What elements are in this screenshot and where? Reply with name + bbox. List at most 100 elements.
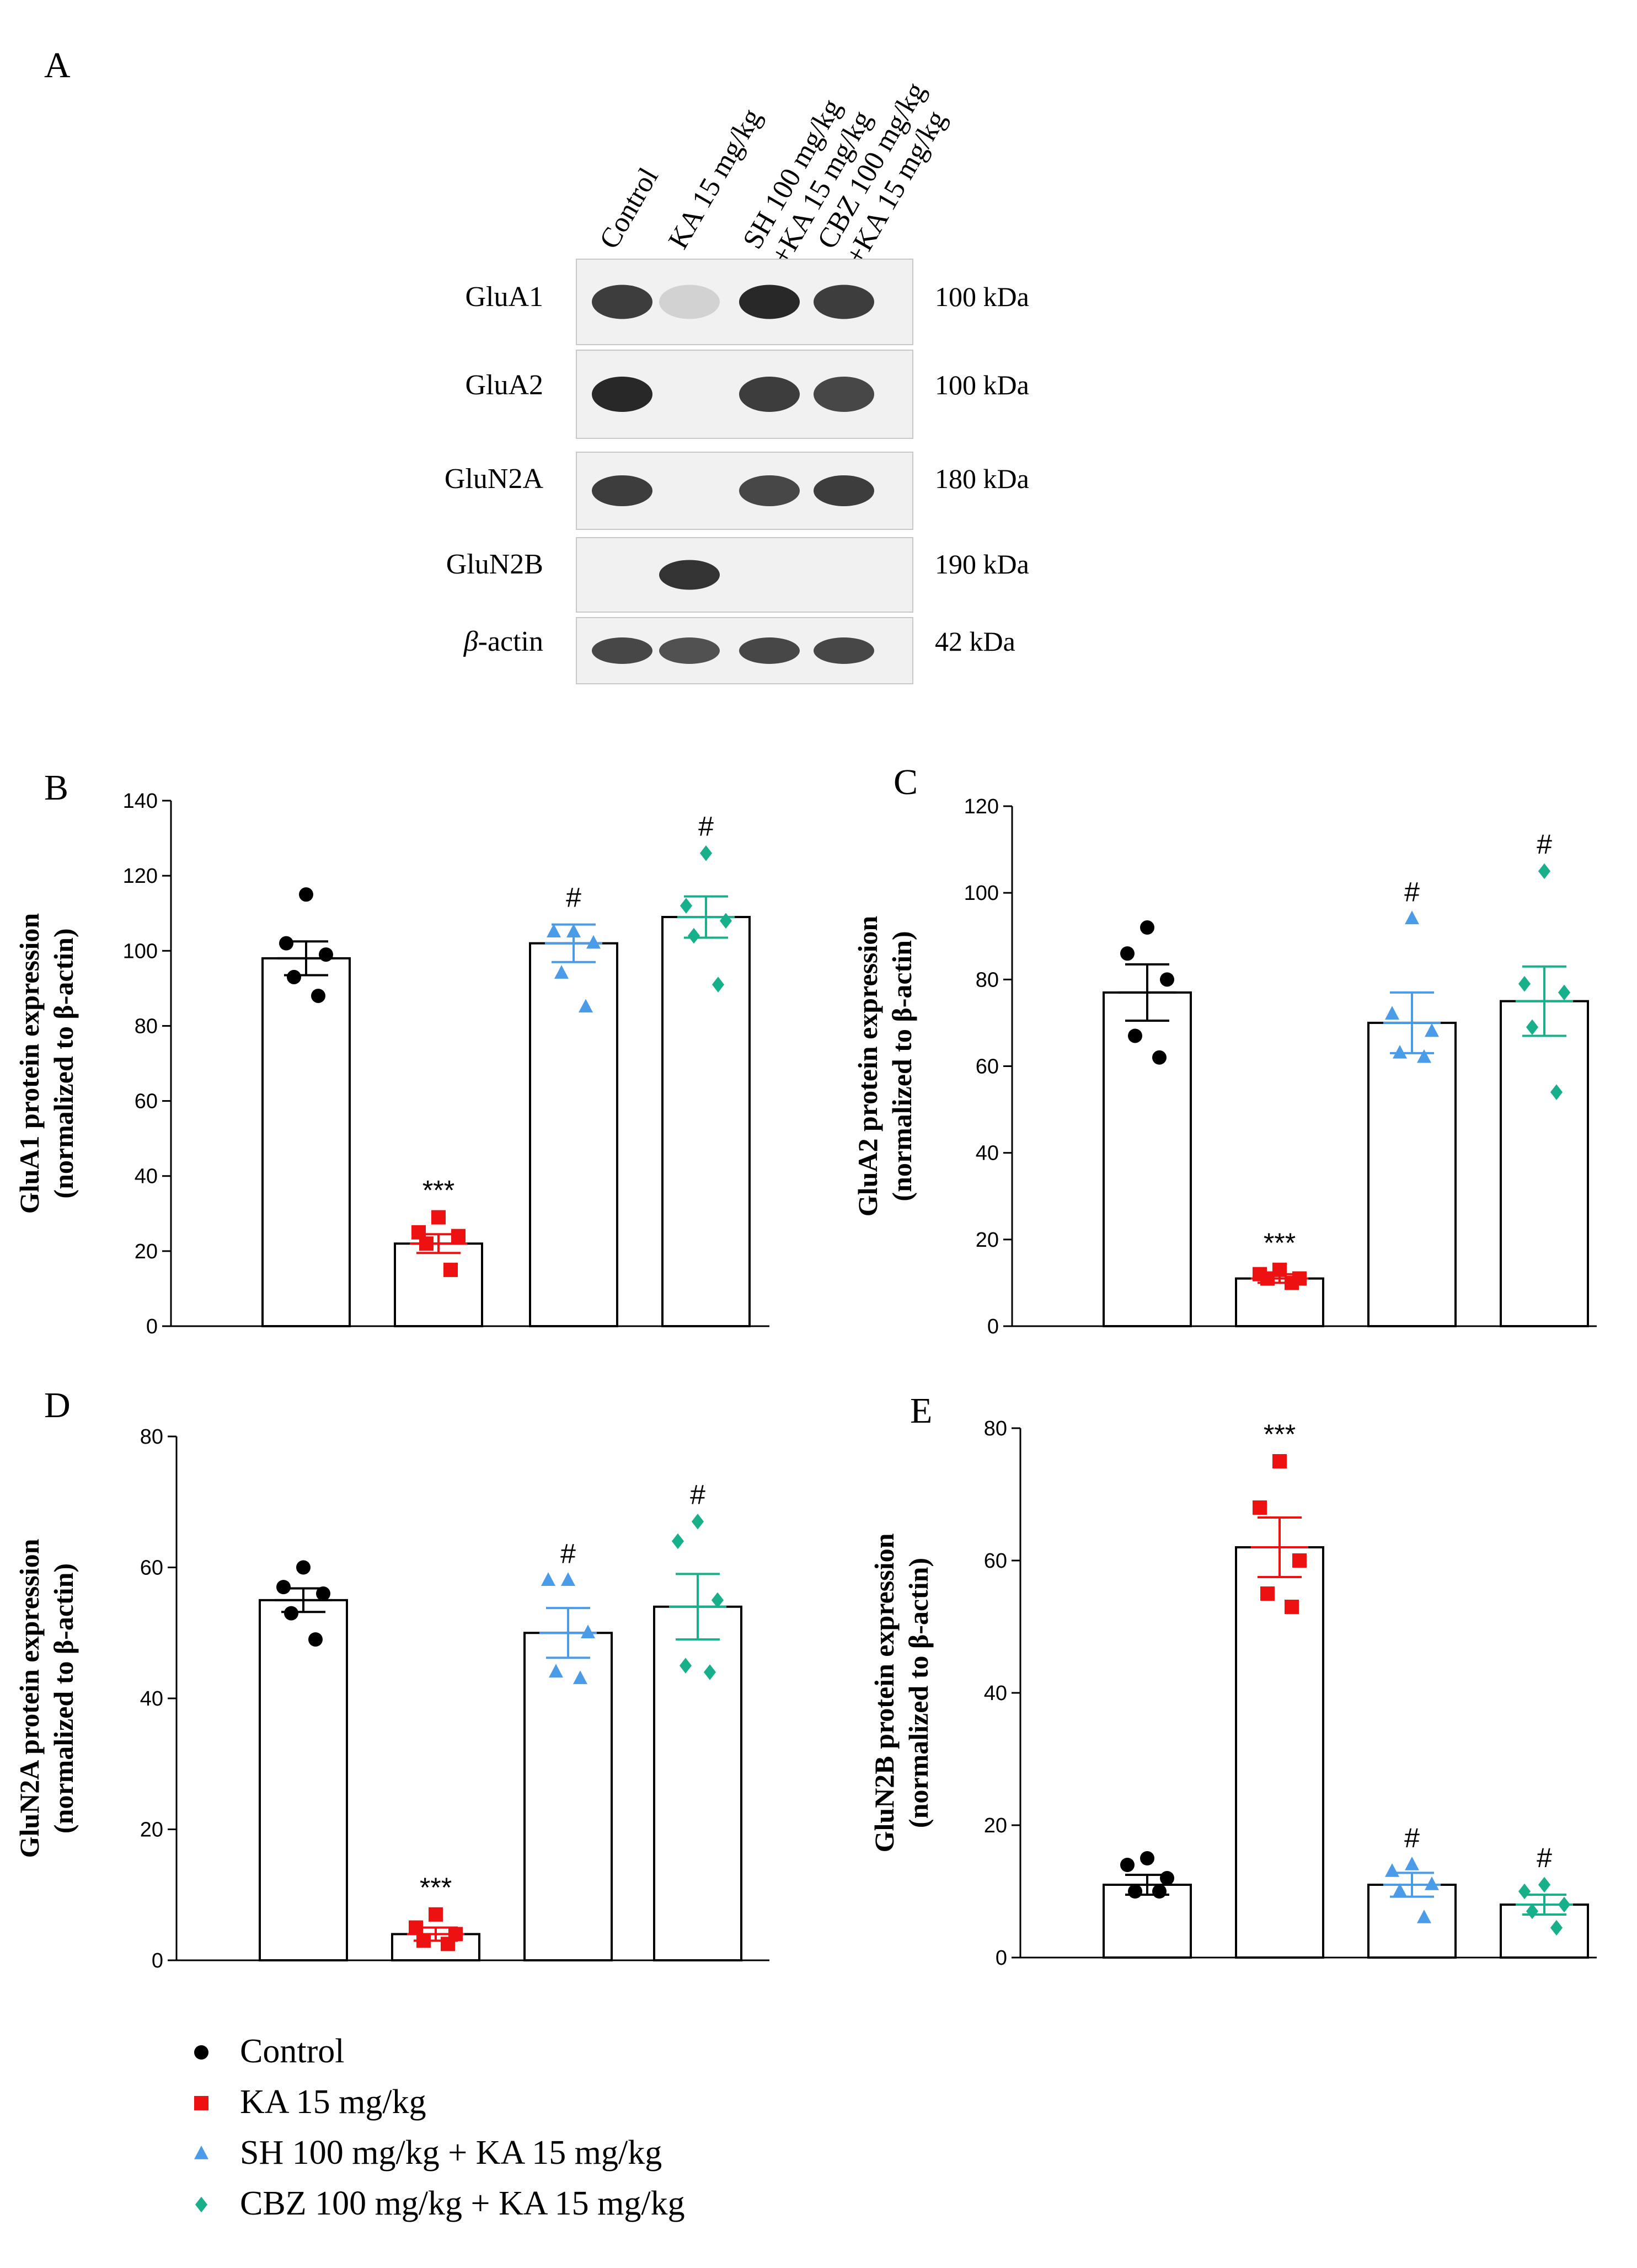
data-point — [1385, 1006, 1399, 1020]
data-point — [1120, 946, 1135, 961]
y-tick-label: 40 — [984, 1682, 1007, 1705]
legend-item: CBZ 100 mg/kg + KA 15 mg/kg — [195, 2185, 685, 2222]
blot-band — [814, 637, 874, 664]
data-point — [1526, 1019, 1539, 1036]
y-axis-label-line: (normalized to β-actin) — [886, 931, 917, 1201]
data-point — [699, 845, 713, 861]
data-point — [680, 898, 693, 914]
data-point — [279, 936, 293, 951]
bar — [529, 942, 618, 1327]
blot-band — [592, 377, 652, 412]
data-point — [1550, 1084, 1563, 1100]
data-point — [1292, 1553, 1307, 1568]
data-point — [287, 969, 301, 984]
data-point — [409, 1920, 423, 1935]
panel-letter: E — [910, 1391, 932, 1431]
legend-item: Control — [194, 2033, 344, 2070]
significance-label: # — [560, 1538, 576, 1569]
y-axis-label-line: (normalized to β-actin) — [903, 1558, 934, 1828]
row-label-text: GluA1 — [465, 281, 543, 313]
blot-band — [739, 637, 800, 664]
kda-label: 100 kDa — [935, 281, 1029, 312]
panel-letter: D — [44, 1385, 71, 1425]
data-point — [416, 1933, 431, 1948]
data-point — [1393, 1883, 1407, 1897]
data-point — [1417, 1049, 1431, 1063]
data-point — [284, 1606, 298, 1621]
legend-marker — [194, 2096, 208, 2110]
y-tick-label: 80 — [976, 968, 999, 991]
data-point — [579, 999, 593, 1013]
data-point — [691, 1514, 704, 1530]
data-point — [1425, 1876, 1439, 1890]
bar — [394, 1242, 483, 1328]
y-axis-label-line: (normalized to β-actin) — [48, 1563, 79, 1833]
data-point — [1160, 1871, 1174, 1885]
data-point — [1417, 1910, 1431, 1923]
legend: Control KA 15 mg/kg SH 100 mg/kg + KA 15 m… — [194, 2033, 685, 2222]
y-tick-label: 20 — [140, 1819, 163, 1842]
legend-marker — [194, 2146, 208, 2159]
blot-band — [659, 560, 720, 590]
significance-label: # — [1404, 1822, 1420, 1853]
legend-marker — [194, 2045, 208, 2060]
blot-band — [659, 637, 720, 664]
y-tick-label: 40 — [140, 1687, 163, 1711]
bar — [523, 1632, 613, 1961]
bar — [1103, 1884, 1192, 1959]
data-point — [561, 1572, 575, 1586]
y-tick-label: 120 — [964, 795, 999, 818]
data-point — [573, 1670, 587, 1685]
chart-panel-c: C GluA2 protein expression (normalized to … — [852, 762, 1597, 1338]
data-point — [276, 1580, 291, 1595]
y-tick-label: 100 — [123, 940, 158, 963]
chart-panel-d: D GluN2A protein expression (normalized to… — [14, 1385, 769, 1972]
data-point — [311, 988, 325, 1003]
data-point — [319, 947, 333, 962]
data-point — [1152, 1050, 1167, 1065]
blot-band — [814, 285, 874, 319]
bar — [1367, 1021, 1457, 1327]
bar — [1367, 1884, 1457, 1959]
data-point — [1285, 1275, 1299, 1290]
y-tick-label: 0 — [146, 1315, 158, 1338]
y-tick-label: 60 — [976, 1055, 999, 1079]
panel-letter: B — [44, 768, 68, 808]
data-point — [586, 935, 601, 949]
data-point — [1405, 910, 1419, 925]
legend-label: SH 100 mg/kg + KA 15 mg/kg — [240, 2134, 662, 2172]
row-label: GluN2A — [445, 463, 544, 495]
data-point — [1128, 1884, 1142, 1899]
blot-band — [659, 285, 720, 319]
row-label: GluA2 — [465, 369, 543, 401]
bar — [1235, 1546, 1324, 1959]
data-point — [299, 887, 313, 902]
significance-label: # — [698, 811, 714, 841]
significance-label: # — [690, 1479, 705, 1510]
panel-letter: C — [894, 762, 918, 802]
data-point — [1558, 1896, 1571, 1913]
panel-letter: A — [44, 45, 71, 85]
y-axis-label: GluA2 protein expression (normalized to β… — [852, 916, 917, 1217]
row-label-text: GluN2B — [446, 549, 543, 580]
blot-row: β-actin 42 kDa — [463, 617, 1015, 684]
y-tick-label: 120 — [123, 865, 158, 888]
y-tick-label: 80 — [140, 1425, 163, 1449]
kda-label: 180 kDa — [935, 463, 1029, 494]
data-point — [1518, 1883, 1531, 1900]
data-point — [1558, 984, 1571, 1001]
data-point — [443, 1262, 458, 1277]
data-point — [671, 1533, 684, 1549]
row-label: GluA1 — [465, 281, 543, 313]
y-tick-label: 60 — [140, 1557, 163, 1580]
y-tick-label: 80 — [984, 1417, 1007, 1440]
data-point — [1526, 1903, 1539, 1920]
blot-band — [814, 377, 874, 412]
legend-label: CBZ 100 mg/kg + KA 15 mg/kg — [240, 2185, 685, 2222]
y-tick-label: 20 — [984, 1814, 1007, 1837]
data-point — [1128, 1028, 1142, 1043]
data-point — [1385, 1863, 1399, 1877]
data-point — [296, 1560, 311, 1575]
bar — [1500, 1000, 1589, 1327]
